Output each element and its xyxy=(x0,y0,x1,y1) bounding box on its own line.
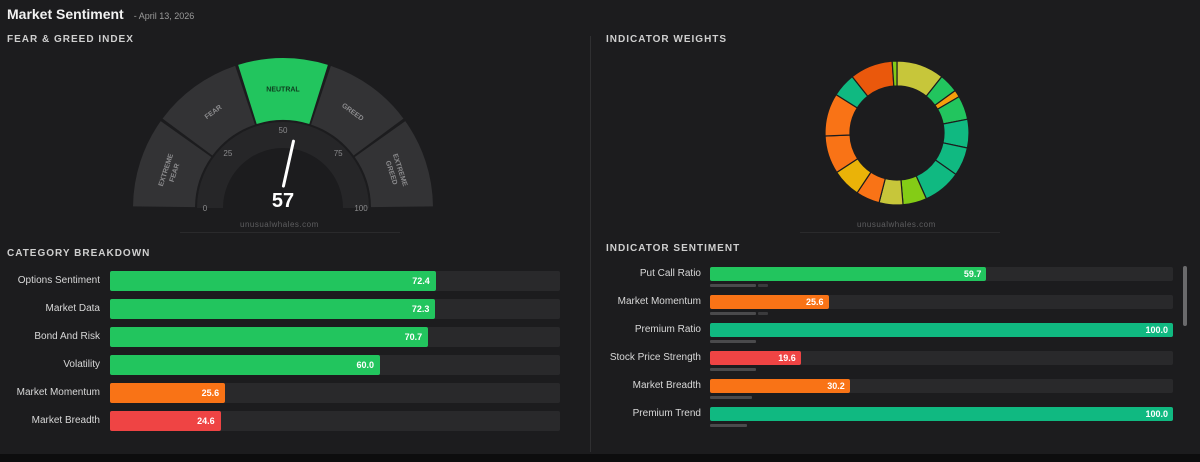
donut-watermark: unusualwhales.com xyxy=(857,220,936,229)
indicator-bar-track: 100.0 xyxy=(710,407,1173,421)
page-title: Market Sentiment xyxy=(7,6,124,22)
indicator-sub-bar xyxy=(710,312,757,315)
category-bar-track: 70.7 xyxy=(110,327,560,347)
gauge-segment-neutral xyxy=(238,58,328,125)
gauge-value: 57 xyxy=(272,190,294,212)
indicator-sentiment-title: INDICATOR SENTIMENT xyxy=(606,243,741,254)
category-value: 72.3 xyxy=(411,304,430,314)
category-row[interactable]: Options Sentiment 72.4 xyxy=(0,270,590,292)
indicator-bar-track: 100.0 xyxy=(710,323,1173,337)
indicator-bar: 25.6 xyxy=(710,295,829,309)
fear-greed-gauge: EXTREMEFEARFEARNEUTRALGREEDEXTREMEGREED0… xyxy=(133,58,433,213)
category-bar: 72.3 xyxy=(110,299,436,319)
donut-slice[interactable] xyxy=(891,60,898,87)
bottom-bar xyxy=(0,454,1200,462)
indicator-label: Premium Ratio xyxy=(634,324,701,335)
gauge-tick-label: 100 xyxy=(354,204,368,213)
category-bar-track: 72.4 xyxy=(110,271,560,291)
category-bar-track: 25.6 xyxy=(110,383,560,403)
category-value: 25.6 xyxy=(201,388,220,398)
indicator-bar: 59.7 xyxy=(710,267,987,281)
indicator-value: 100.0 xyxy=(1145,409,1168,419)
category-bar: 70.7 xyxy=(110,327,429,347)
indicator-row[interactable]: Market Momentum 25.6 xyxy=(600,295,1190,323)
indicator-bar-track: 25.6 xyxy=(710,295,1173,309)
category-label: Bond And Risk xyxy=(34,331,100,342)
gauge-baseline xyxy=(180,232,400,233)
indicator-label: Put Call Ratio xyxy=(639,268,701,279)
indicator-value: 30.2 xyxy=(827,381,845,391)
category-value: 24.6 xyxy=(197,416,215,426)
category-bar-track: 60.0 xyxy=(110,355,560,375)
indicator-row[interactable]: Premium Ratio 100.0 xyxy=(600,323,1190,351)
gauge-inner-ring xyxy=(197,121,369,208)
category-label: Volatility xyxy=(63,359,100,370)
category-label: Market Data xyxy=(45,303,100,314)
indicator-sub-bar xyxy=(710,368,757,371)
indicator-value: 25.6 xyxy=(805,297,824,307)
indicator-row[interactable]: Put Call Ratio 59.7 xyxy=(600,267,1190,295)
indicator-label: Stock Price Strength xyxy=(609,352,701,363)
indicator-bar: 19.6 xyxy=(710,351,801,365)
category-bar: 60.0 xyxy=(110,355,380,375)
indicator-sub-bar-secondary xyxy=(758,312,768,315)
indicator-label: Market Breadth xyxy=(632,380,701,391)
category-label: Options Sentiment xyxy=(17,275,100,286)
category-row[interactable]: Market Breadth 24.6 xyxy=(0,410,590,432)
panel-divider xyxy=(590,36,591,452)
category-bar: 24.6 xyxy=(110,411,221,431)
indicator-value: 59.7 xyxy=(963,269,982,279)
category-bar-track: 72.3 xyxy=(110,299,560,319)
category-bar-track: 24.6 xyxy=(110,411,560,431)
gauge-tick-label: 0 xyxy=(203,204,208,213)
category-value: 60.0 xyxy=(356,360,374,370)
indicator-bar: 100.0 xyxy=(710,323,1173,337)
category-label: Market Momentum xyxy=(16,387,100,398)
category-label: Market Breadth xyxy=(31,415,100,426)
indicator-value: 100.0 xyxy=(1145,325,1168,335)
gauge-needle xyxy=(281,139,295,188)
indicator-bar-track: 19.6 xyxy=(710,351,1173,365)
indicator-bar: 100.0 xyxy=(710,407,1173,421)
category-bar: 72.4 xyxy=(110,271,436,291)
category-row[interactable]: Volatility 60.0 xyxy=(0,354,590,376)
gauge-segment-fear xyxy=(162,65,255,156)
category-row[interactable]: Market Momentum 25.6 xyxy=(0,382,590,404)
indicator-bar-track: 30.2 xyxy=(710,379,1173,393)
gauge-segment-extreme-fear xyxy=(133,121,212,208)
indicator-sub-bar xyxy=(710,340,757,343)
indicator-weights-donut xyxy=(824,60,970,206)
indicator-scrollbar[interactable] xyxy=(1183,266,1187,326)
indicator-sub-bar xyxy=(710,284,757,287)
gauge-tick-label: 25 xyxy=(223,149,232,158)
category-bar: 25.6 xyxy=(110,383,226,403)
category-value: 70.7 xyxy=(404,332,423,342)
indicator-label: Premium Trend xyxy=(632,408,701,419)
indicator-sub-bar xyxy=(710,424,748,427)
gauge-segment-label: NEUTRAL xyxy=(266,87,300,94)
indicator-weights-title: INDICATOR WEIGHTS xyxy=(606,34,728,45)
indicator-label: Market Momentum xyxy=(617,296,701,307)
indicator-row[interactable]: Market Breadth 30.2 xyxy=(600,379,1190,407)
indicator-bar: 30.2 xyxy=(710,379,850,393)
fear-greed-title: FEAR & GREED INDEX xyxy=(7,34,134,45)
indicator-sub-bar-secondary xyxy=(758,284,768,287)
indicator-sub-bar xyxy=(710,396,752,399)
category-row[interactable]: Market Data 72.3 xyxy=(0,298,590,320)
gauge-segment-extreme-greed xyxy=(354,121,433,208)
indicator-row[interactable]: Premium Trend 100.0 xyxy=(600,407,1190,435)
page-date: - April 13, 2026 xyxy=(133,11,195,21)
indicator-row[interactable]: Stock Price Strength 19.6 xyxy=(600,351,1190,379)
category-breakdown-title: CATEGORY BREAKDOWN xyxy=(7,248,151,259)
gauge-watermark: unusualwhales.com xyxy=(240,220,319,229)
donut-baseline xyxy=(800,232,1000,233)
indicator-bar-track: 59.7 xyxy=(710,267,1173,281)
gauge-segment-greed xyxy=(311,65,404,156)
indicator-value: 19.6 xyxy=(778,353,796,363)
category-row[interactable]: Bond And Risk 70.7 xyxy=(0,326,590,348)
gauge-tick-label: 50 xyxy=(279,126,288,135)
category-value: 72.4 xyxy=(412,276,430,286)
page-header: Market Sentiment - April 13, 2026 xyxy=(7,6,194,24)
gauge-tick-label: 75 xyxy=(334,149,343,158)
